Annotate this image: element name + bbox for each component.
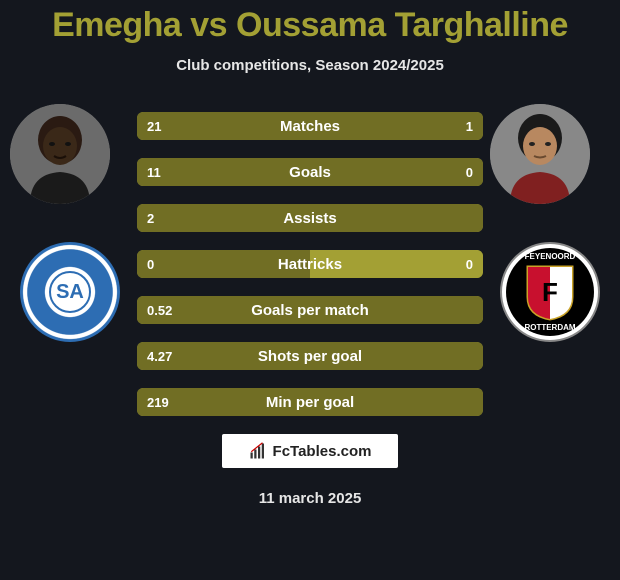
stat-value-right: 1 xyxy=(466,112,473,140)
stat-row: 00Hattricks xyxy=(137,250,483,278)
stat-value-left: 219 xyxy=(147,388,169,416)
brand-badge[interactable]: FcTables.com xyxy=(222,434,398,468)
stat-bar-fill-left xyxy=(137,158,483,186)
club-badge-right-bottom-text: ROTTERDAM xyxy=(524,323,575,332)
stat-bar-fill-left xyxy=(137,388,483,416)
stat-row: 0.52Goals per match xyxy=(137,296,483,324)
stat-row: 110Goals xyxy=(137,158,483,186)
avatar-placeholder-icon xyxy=(10,104,110,204)
stat-value-left: 4.27 xyxy=(147,342,172,370)
stat-bar-track: 110Goals xyxy=(137,158,483,186)
page-title: Emegha vs Oussama Targhalline xyxy=(0,6,620,45)
stat-bar-fill-left xyxy=(137,296,483,324)
club-badge-left: SA xyxy=(20,242,120,342)
avatar-placeholder-icon xyxy=(490,104,590,204)
stats-area: SA FEYENOORD ROTTERDAM F 211Matches110Go… xyxy=(0,112,620,416)
club-badge-left-label: SA xyxy=(49,271,91,313)
stat-value-right: 0 xyxy=(466,250,473,278)
stat-value-left: 0.52 xyxy=(147,296,172,324)
stat-row: 219Min per goal xyxy=(137,388,483,416)
club-badge-right: FEYENOORD ROTTERDAM F xyxy=(500,242,600,342)
stat-bar-fill-left xyxy=(137,250,310,278)
stat-bar-track: 4.27Shots per goal xyxy=(137,342,483,370)
stat-bar-track: 211Matches xyxy=(137,112,483,140)
brand-text: FcTables.com xyxy=(273,443,372,460)
club-badge-right-ring: FEYENOORD ROTTERDAM F xyxy=(506,248,594,336)
stat-value-left: 0 xyxy=(147,250,154,278)
stat-row: 2Assists xyxy=(137,204,483,232)
stat-row: 4.27Shots per goal xyxy=(137,342,483,370)
player-avatar-left xyxy=(10,104,110,204)
chart-icon xyxy=(249,442,267,460)
page-subtitle: Club competitions, Season 2024/2025 xyxy=(0,57,620,74)
stat-value-left: 11 xyxy=(147,158,161,186)
date-footer: 11 march 2025 xyxy=(0,490,620,507)
stat-bar-track: 00Hattricks xyxy=(137,250,483,278)
stat-bar-fill-left xyxy=(137,204,483,232)
stat-row: 211Matches xyxy=(137,112,483,140)
stat-bar-fill-left xyxy=(137,112,467,140)
svg-text:F: F xyxy=(542,277,558,307)
stat-bar-track: 219Min per goal xyxy=(137,388,483,416)
stat-value-right: 0 xyxy=(466,158,473,186)
stat-bar-track: 0.52Goals per match xyxy=(137,296,483,324)
stat-value-left: 21 xyxy=(147,112,161,140)
club-badge-right-top-text: FEYENOORD xyxy=(525,252,576,261)
stat-bar-fill-left xyxy=(137,342,483,370)
header: Emegha vs Oussama Targhalline Club compe… xyxy=(0,0,620,74)
stat-value-left: 2 xyxy=(147,204,154,232)
stat-bar-track: 2Assists xyxy=(137,204,483,232)
stat-bar-fill-right xyxy=(310,250,483,278)
player-avatar-right xyxy=(490,104,590,204)
comparison-bars: 211Matches110Goals2Assists00Hattricks0.5… xyxy=(137,112,483,416)
club-shield-icon: F xyxy=(522,261,578,323)
